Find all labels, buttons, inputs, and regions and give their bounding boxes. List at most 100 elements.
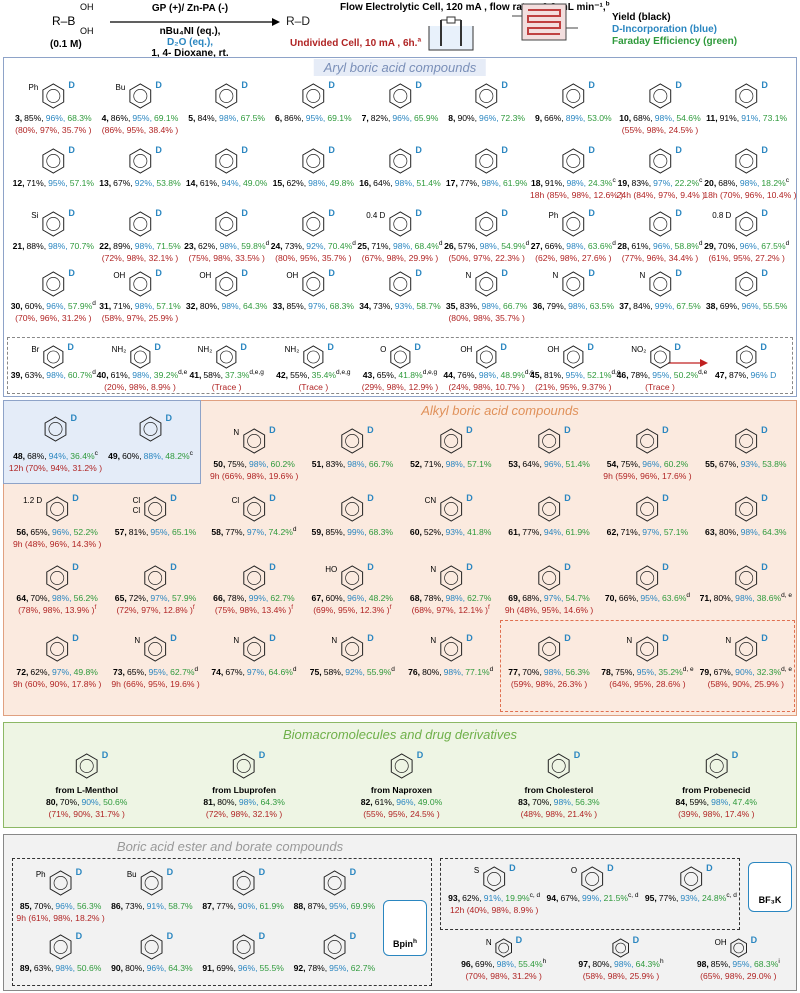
undivided-result: (80%, 98%, 35.7% ) (443, 312, 530, 324)
d-incorporation: 96%, (55, 901, 75, 911)
faraday-efficiency: 64.6% (268, 667, 293, 677)
footnote: d,e (524, 369, 534, 377)
ring-aromatic (393, 217, 407, 231)
undivided-result: 9h (48%, 96%, 14.3% ) (8, 538, 106, 550)
compound-number: 66, (213, 593, 226, 603)
ring (243, 428, 266, 454)
d-incorporation: 92%, (306, 241, 326, 251)
result-line: 37, 84%, 99%, 67.5% (617, 300, 704, 312)
d-incorporation: 96% D (750, 370, 777, 380)
group-label: O (571, 866, 577, 875)
faraday-efficiency: 56.3% (565, 667, 590, 677)
result-line: 79, 67%, 90%, 32.3%d, e (697, 666, 795, 678)
yield: 85%, (325, 527, 346, 537)
compound-entry: D 92, 78%, 95%, 62.7% (289, 928, 380, 974)
result-line: 26, 57%, 98%, 54.9%d (443, 240, 530, 252)
result-line: 64, 70%, 98%, 56.2% (8, 592, 106, 604)
compound-entry: D 23, 62%, 98%, 59.8%d (75%, 98%, 33.5% ) (183, 204, 270, 264)
group-label: OH (461, 345, 473, 354)
yield: 81%, (128, 527, 149, 537)
compound-number: 7, (361, 113, 369, 123)
compound-number: 14, (185, 178, 198, 188)
ring-aromatic (237, 759, 252, 773)
d-incorporation: 96%, (45, 113, 66, 123)
compound-number: 11, (706, 113, 718, 123)
result-line: 71, 80%, 98%, 38.6%d, e (697, 592, 795, 604)
result-line: 48, 68%, 94%, 36.4%c (8, 450, 103, 462)
d-incorporation: 98%, (740, 527, 761, 537)
ring (649, 345, 671, 369)
compound-entry: D 91, 69%, 96%, 55.5% (198, 928, 289, 974)
d-incorporation: 98%, (238, 797, 259, 807)
yield: 60%, (325, 593, 346, 603)
undivided-values: (64%, 95%, 28.6% ) (609, 679, 686, 689)
footnote: d,e (178, 369, 188, 377)
deuterium-label: D (516, 935, 523, 945)
ring-aromatic (345, 571, 360, 585)
compound-number: 58, (211, 527, 224, 537)
dashed-box (500, 620, 795, 712)
faraday-efficiency: 55.4% (518, 959, 543, 969)
d-incorporation: 99%, (347, 527, 367, 537)
faraday-efficiency: 50.2% (673, 370, 699, 380)
faraday-efficiency: 18.2% (761, 178, 786, 188)
group-label: N (135, 636, 141, 645)
faraday-efficiency: 68.3% (67, 113, 92, 123)
yield: 70%, (522, 667, 542, 677)
footnote: a (417, 36, 422, 44)
faraday-efficiency: 58.7% (168, 901, 193, 911)
undivided-result: (62%, 98%, 27.6% ) (530, 252, 617, 264)
yield: 83%, (459, 301, 480, 311)
deuterium-label: D (509, 863, 516, 873)
deuterium-label: D (67, 342, 74, 352)
compound-number: 62, (606, 527, 619, 537)
undivided-result: (58%, 98%, 25.9% ) (562, 970, 679, 982)
ring-aromatic (133, 350, 147, 364)
ring (302, 211, 325, 237)
structure: D (389, 268, 422, 297)
faraday-efficiency: 37.3% (225, 370, 250, 380)
ring-aromatic (345, 642, 360, 656)
ring (389, 271, 411, 297)
ring-aromatic (739, 89, 754, 103)
deuterium-label: D (242, 80, 249, 90)
undivided-values: (39%, 98%, 17.4% ) (678, 809, 755, 819)
faraday-efficiency: 61.9% (259, 901, 284, 911)
ring (476, 345, 497, 369)
section-title: Alkyl boric acid compounds (421, 403, 579, 418)
faraday-efficiency: 50.6% (77, 963, 102, 973)
yield: 71%, (26, 178, 47, 188)
undivided-cell-text: Undivided Cell, 10 mA , 6h.a (290, 36, 422, 49)
yield: 85%, (710, 959, 731, 969)
yield: 81%, (543, 370, 564, 380)
undivided-result: (80%, 97%, 35.7% ) (10, 124, 97, 136)
compound-entry: D 59, 85%, 99%, 68.3% (303, 488, 401, 538)
structure: D (705, 750, 738, 779)
faraday-efficiency: 77.1% (465, 667, 490, 677)
result-line: 3, 85%, 96%, 68.3% (10, 112, 97, 124)
yield: 83%, (325, 459, 346, 469)
ring (232, 934, 254, 960)
ring-aromatic (479, 277, 494, 291)
yield: 55%, (290, 370, 310, 380)
deuterium-label: D (269, 493, 276, 503)
ring-aromatic (327, 940, 342, 954)
ring (649, 211, 671, 237)
deuterium-label: D (466, 425, 473, 435)
d-incorporation: 96%, (146, 963, 167, 973)
reagent-label: Bpin (393, 939, 413, 949)
ring (243, 565, 265, 591)
structure: D (636, 425, 669, 454)
ring-aromatic (738, 434, 753, 448)
structure: D (612, 935, 640, 958)
undivided-result: (61%, 95%, 27.2% ) (703, 252, 790, 264)
structure: D (439, 425, 473, 454)
d-incorporation: 93%, (680, 893, 700, 903)
yield: 65%, (376, 370, 397, 380)
result-line: 60, 52%, 93%, 41.8% (402, 526, 500, 538)
section-title: Biomacromolecules and drug derivatives (282, 727, 518, 742)
ring (129, 345, 151, 369)
yield: 69%, (475, 959, 495, 969)
yield: 75%, (615, 667, 635, 677)
